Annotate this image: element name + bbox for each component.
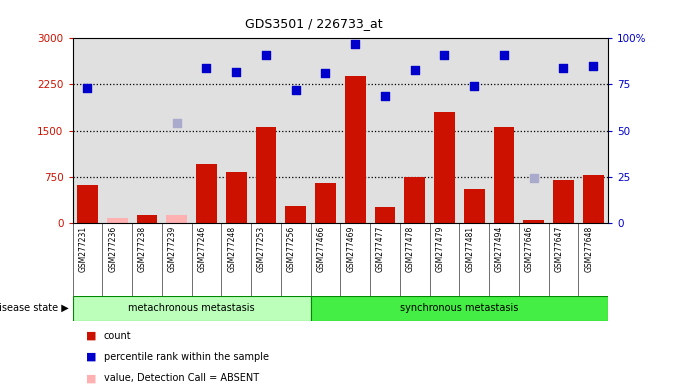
Point xyxy=(171,120,182,126)
Bar xyxy=(493,127,514,223)
Text: GSM277479: GSM277479 xyxy=(435,226,444,272)
Text: GSM277248: GSM277248 xyxy=(227,226,236,272)
Point xyxy=(231,68,242,74)
Text: value, Detection Call = ABSENT: value, Detection Call = ABSENT xyxy=(104,373,258,383)
Bar xyxy=(285,206,306,223)
Text: GSM277469: GSM277469 xyxy=(346,226,355,272)
Bar xyxy=(107,218,128,223)
Bar xyxy=(434,112,455,223)
Text: GSM277246: GSM277246 xyxy=(198,226,207,272)
Text: ■: ■ xyxy=(86,352,97,362)
Text: GSM277466: GSM277466 xyxy=(316,226,325,272)
Text: GSM277646: GSM277646 xyxy=(524,226,533,272)
Text: ■: ■ xyxy=(86,331,97,341)
Bar xyxy=(553,180,574,223)
Text: count: count xyxy=(104,331,131,341)
Bar xyxy=(137,215,158,223)
Text: ■: ■ xyxy=(86,373,97,383)
Point xyxy=(290,87,301,93)
Bar xyxy=(523,220,544,223)
Bar xyxy=(256,127,276,223)
Text: synchronous metastasis: synchronous metastasis xyxy=(400,303,518,313)
Bar xyxy=(73,296,310,321)
Point xyxy=(587,63,598,69)
Text: GSM277236: GSM277236 xyxy=(108,226,117,272)
Text: GSM277239: GSM277239 xyxy=(168,226,177,272)
Text: GSM277253: GSM277253 xyxy=(257,226,266,272)
Text: metachronous metastasis: metachronous metastasis xyxy=(129,303,255,313)
Point xyxy=(261,52,272,58)
Bar xyxy=(310,296,608,321)
Text: disease state ▶: disease state ▶ xyxy=(0,303,69,313)
Point xyxy=(558,65,569,71)
Point xyxy=(379,93,390,99)
Point xyxy=(201,65,212,71)
Text: GSM277231: GSM277231 xyxy=(79,226,88,272)
Point xyxy=(320,70,331,76)
Point xyxy=(350,41,361,47)
Point xyxy=(468,83,480,89)
Point xyxy=(498,52,509,58)
Text: percentile rank within the sample: percentile rank within the sample xyxy=(104,352,269,362)
Bar xyxy=(226,172,247,223)
Bar xyxy=(315,183,336,223)
Point xyxy=(82,85,93,91)
Bar xyxy=(583,175,604,223)
Bar xyxy=(167,215,187,223)
Bar xyxy=(77,185,98,223)
Text: GSM277256: GSM277256 xyxy=(287,226,296,272)
Text: GSM277648: GSM277648 xyxy=(584,226,593,272)
Point xyxy=(528,175,539,182)
Bar xyxy=(464,189,484,223)
Point xyxy=(409,67,420,73)
Bar xyxy=(345,76,366,223)
Text: GSM277494: GSM277494 xyxy=(495,226,504,272)
Text: GSM277647: GSM277647 xyxy=(554,226,563,272)
Bar xyxy=(375,207,395,223)
Bar xyxy=(404,177,425,223)
Text: GSM277478: GSM277478 xyxy=(406,226,415,272)
Point xyxy=(439,52,450,58)
Text: GSM277238: GSM277238 xyxy=(138,226,147,272)
Text: GDS3501 / 226733_at: GDS3501 / 226733_at xyxy=(245,17,382,30)
Text: GSM277481: GSM277481 xyxy=(465,226,474,272)
Text: GSM277477: GSM277477 xyxy=(376,226,385,272)
Bar xyxy=(196,164,217,223)
